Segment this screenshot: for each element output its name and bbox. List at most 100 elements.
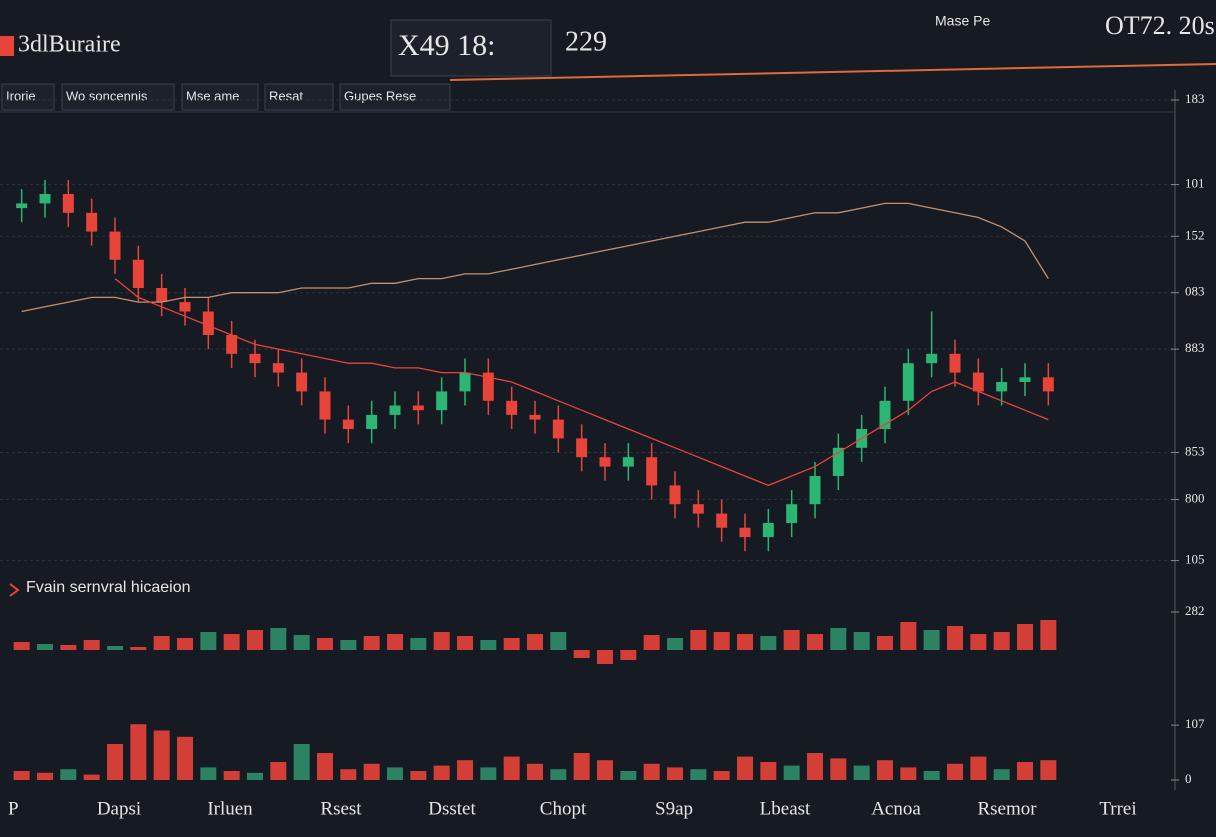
tab-label[interactable]: Resat <box>269 88 303 103</box>
indicator-arrow <box>9 583 20 597</box>
y-tick-label: 105 <box>1185 552 1205 567</box>
bar <box>457 760 473 780</box>
moving-average <box>114 278 1049 487</box>
bar <box>923 630 940 650</box>
bar <box>270 762 287 780</box>
logo-icon <box>0 36 14 56</box>
y-tick-label: 183 <box>1185 91 1205 106</box>
bar <box>130 647 147 650</box>
tab[interactable] <box>181 83 259 111</box>
candle-body <box>646 457 658 486</box>
bar <box>270 628 287 650</box>
y-tick-label: 101 <box>1185 176 1205 191</box>
bar <box>363 636 380 650</box>
x-axis-label: Dapsi <box>97 798 141 819</box>
candle-body <box>1019 377 1031 382</box>
candle-body <box>109 231 121 260</box>
candle-body <box>599 457 611 467</box>
bar <box>130 724 147 780</box>
bar <box>527 763 543 780</box>
candle-body <box>226 335 238 354</box>
ticker-box <box>390 19 552 77</box>
x-axis-label: Rsemor <box>977 798 1037 819</box>
candle-body <box>902 363 914 401</box>
x-axis-label: Lbeast <box>760 798 811 819</box>
tab-label[interactable]: Mse ame <box>186 88 239 103</box>
bar <box>597 650 613 664</box>
bar <box>550 632 567 650</box>
bar <box>433 632 450 650</box>
bar <box>247 630 263 650</box>
bar <box>480 640 497 650</box>
bar <box>597 760 613 780</box>
bar <box>877 760 893 780</box>
tab[interactable] <box>1 83 55 111</box>
candle-body <box>669 485 681 505</box>
candle-body <box>366 414 378 429</box>
y-tick-label: 853 <box>1185 443 1205 458</box>
bar <box>1017 624 1033 650</box>
candle-body <box>832 447 844 476</box>
bar <box>1040 760 1057 780</box>
bar <box>293 635 310 650</box>
tab-label[interactable]: Irorie <box>6 88 36 103</box>
y-tick-label: 083 <box>1185 284 1205 299</box>
bar <box>923 771 940 780</box>
candle-body <box>202 311 214 335</box>
x-axis-label: Dsstet <box>428 798 476 819</box>
candle-body <box>529 414 541 420</box>
bar <box>37 772 53 780</box>
bar <box>1017 762 1033 780</box>
y-tick-label: 282 <box>1185 603 1205 618</box>
bar <box>340 640 357 650</box>
bar <box>643 635 660 650</box>
bar <box>200 632 217 650</box>
tab[interactable] <box>61 83 175 111</box>
bar <box>947 626 963 650</box>
candle-body <box>552 419 564 439</box>
candle-body <box>716 513 728 528</box>
bar <box>713 632 730 650</box>
bar <box>527 634 543 650</box>
bar <box>970 634 987 650</box>
bar <box>620 650 637 660</box>
candle-body <box>786 504 798 523</box>
tab-label[interactable]: Gupes Rese <box>344 88 416 103</box>
candle-body <box>996 382 1008 392</box>
bar <box>200 767 217 780</box>
indicator-title: Fvain sernvral hicaeion <box>26 579 191 596</box>
tab-label[interactable]: Wo soncennis <box>66 88 148 103</box>
y-tick-label: 0 <box>1185 771 1192 786</box>
bar <box>317 753 333 780</box>
candle-body <box>62 194 74 213</box>
bar <box>737 756 753 780</box>
bar <box>457 636 473 650</box>
candle-body <box>926 353 938 364</box>
bar <box>783 630 800 650</box>
bar <box>900 622 917 650</box>
bar <box>783 765 800 780</box>
bar <box>387 767 403 780</box>
header-accent <box>449 63 1216 81</box>
candle-body <box>482 372 494 401</box>
tab[interactable] <box>264 83 334 111</box>
bar <box>13 771 30 780</box>
bar <box>410 771 427 780</box>
candle-body <box>296 372 308 392</box>
tab[interactable] <box>339 83 451 111</box>
bar <box>480 767 497 780</box>
bar <box>620 771 637 780</box>
bar <box>223 771 240 780</box>
bar <box>503 756 520 780</box>
bar <box>37 644 53 650</box>
candle-body <box>86 212 98 232</box>
candle-body <box>459 372 471 392</box>
candle-body <box>132 259 144 288</box>
y-tick-label: 800 <box>1185 490 1205 505</box>
candle-body <box>39 194 51 204</box>
candle-body <box>809 476 821 505</box>
x-axis-label: Trrei <box>1099 798 1136 819</box>
candle-body <box>972 372 984 392</box>
